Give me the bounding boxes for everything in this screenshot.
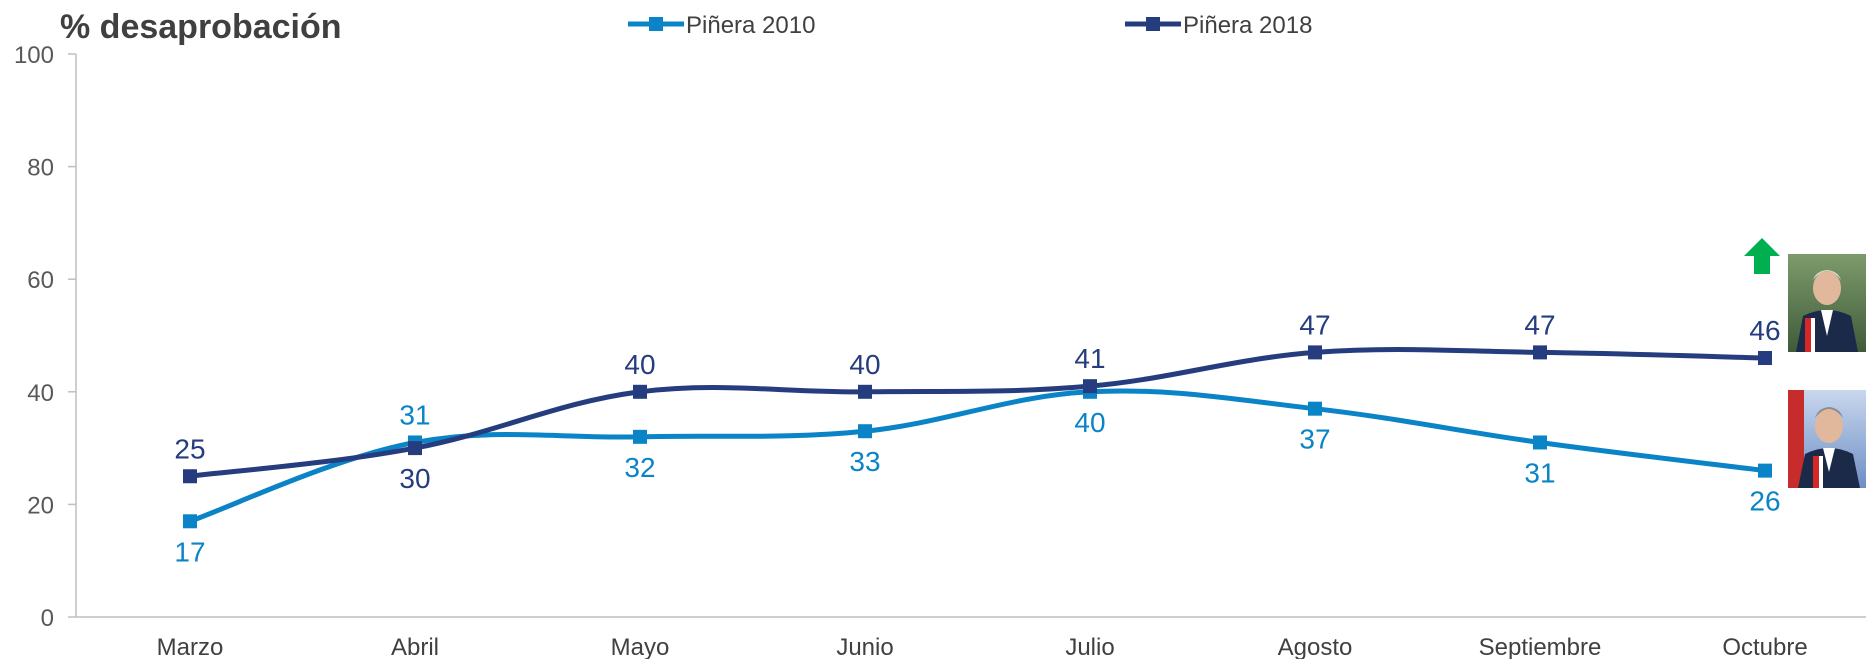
x-category-label: Octubre xyxy=(1722,634,1807,659)
data-point-pinera-2010 xyxy=(1533,435,1547,450)
portrait-photo-2010 xyxy=(1788,390,1866,488)
data-label-pinera-2010: 31 xyxy=(399,399,430,430)
chart-title: % desaprobación xyxy=(60,8,342,46)
data-point-pinera-2018 xyxy=(183,469,197,484)
legend-swatch-marker xyxy=(1146,17,1160,31)
data-point-pinera-2018 xyxy=(633,384,647,399)
x-category-label: Abril xyxy=(391,634,439,659)
data-label-pinera-2010: 40 xyxy=(1074,407,1105,438)
y-axis-ticks: 0 20 40 60 80 100 xyxy=(14,42,76,632)
data-label-pinera-2018: 30 xyxy=(399,463,430,494)
y-tick-label: 60 xyxy=(27,267,54,294)
legend: Piñera 2010 Piñera 2018 xyxy=(628,12,1312,39)
data-label-pinera-2010: 31 xyxy=(1524,457,1555,488)
data-point-pinera-2010 xyxy=(858,424,872,439)
data-label-pinera-2018: 25 xyxy=(174,433,205,464)
data-label-pinera-2010: 33 xyxy=(849,446,880,477)
data-point-pinera-2018 xyxy=(1308,345,1322,360)
data-label-pinera-2018: 47 xyxy=(1524,309,1555,340)
y-tick-label: 0 xyxy=(41,605,54,632)
data-point-pinera-2010 xyxy=(183,514,197,529)
series-line-pinera-2018 xyxy=(189,346,1766,479)
data-label-pinera-2010: 26 xyxy=(1749,486,1780,517)
portrait-photo-2018 xyxy=(1788,254,1866,352)
x-category-label: Marzo xyxy=(157,634,224,659)
data-label-pinera-2018: 41 xyxy=(1074,343,1105,374)
series-layer xyxy=(183,345,1772,529)
legend-label-pinera-2010: Piñera 2010 xyxy=(686,12,815,39)
series-line-pinera-2010 xyxy=(189,388,1766,524)
data-labels: 17 31 32 33 40 37 31 26 25 30 40 40 41 47 47 46 xyxy=(174,309,1780,567)
legend-item-pinera-2018: Piñera 2018 xyxy=(1125,12,1312,39)
y-tick-label: 40 xyxy=(27,380,54,407)
data-point-pinera-2018 xyxy=(1758,351,1772,366)
data-label-pinera-2018: 46 xyxy=(1749,315,1780,346)
data-point-pinera-2018 xyxy=(858,384,872,399)
data-label-pinera-2018: 47 xyxy=(1299,309,1330,340)
up-arrow-icon xyxy=(1744,238,1780,274)
data-point-pinera-2010 xyxy=(1308,401,1322,416)
data-point-pinera-2018 xyxy=(1533,345,1547,360)
data-point-pinera-2010 xyxy=(1758,463,1772,478)
y-tick-label: 80 xyxy=(27,155,54,182)
x-category-label: Septiembre xyxy=(1479,634,1602,659)
legend-label-pinera-2018: Piñera 2018 xyxy=(1183,12,1312,39)
legend-swatch-marker xyxy=(649,17,663,31)
y-tick-label: 20 xyxy=(27,492,54,519)
x-category-label: Junio xyxy=(836,634,893,659)
data-point-pinera-2018 xyxy=(408,441,422,456)
data-label-pinera-2010: 32 xyxy=(624,452,655,483)
data-label-pinera-2010: 37 xyxy=(1299,424,1330,455)
legend-item-pinera-2010: Piñera 2010 xyxy=(628,12,815,39)
x-category-label: Julio xyxy=(1065,634,1114,659)
data-point-pinera-2010 xyxy=(633,429,647,444)
data-label-pinera-2010: 17 xyxy=(174,536,205,567)
data-label-pinera-2018: 40 xyxy=(624,349,655,380)
x-category-label: Mayo xyxy=(611,634,670,659)
x-axis-categories: Marzo Abril Mayo Junio Julio Agosto Septiembre… xyxy=(157,634,1808,661)
data-label-pinera-2018: 40 xyxy=(849,349,880,380)
x-category-label: Agosto xyxy=(1278,634,1353,659)
y-tick-label: 100 xyxy=(14,42,54,69)
data-point-pinera-2018 xyxy=(1083,379,1097,394)
